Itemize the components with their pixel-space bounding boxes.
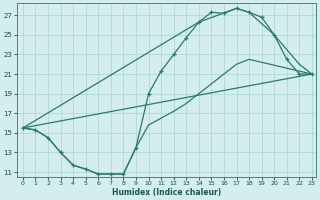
X-axis label: Humidex (Indice chaleur): Humidex (Indice chaleur) (112, 188, 221, 197)
